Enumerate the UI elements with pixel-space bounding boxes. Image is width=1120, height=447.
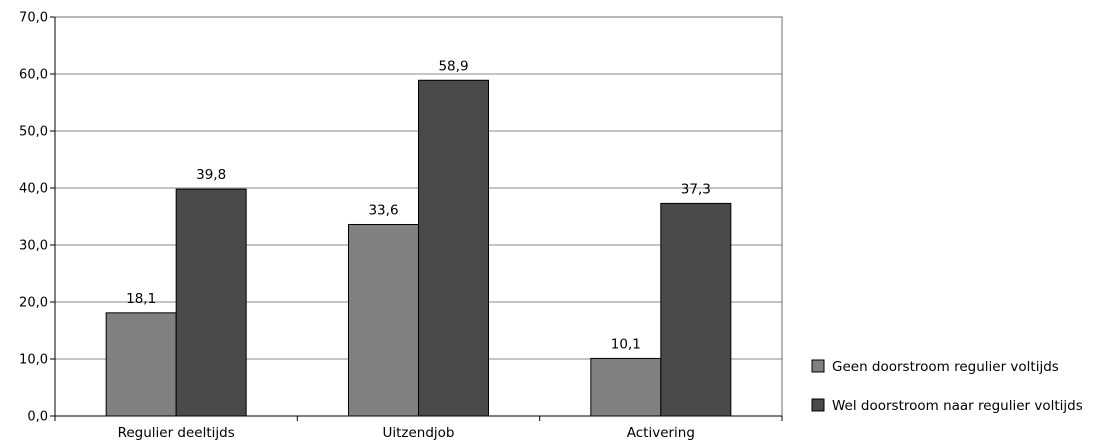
legend-label: Wel doorstroom naar regulier voltijds <box>832 398 1083 414</box>
legend-label: Geen doorstroom regulier voltijds <box>832 359 1059 375</box>
legend: Geen doorstroom regulier voltijds Wel doo… <box>811 359 1083 414</box>
bar <box>418 79 489 417</box>
data-label: 33,6 <box>368 202 398 218</box>
bars <box>105 79 732 417</box>
data-label: 18,1 <box>126 291 156 307</box>
y-tick-label: 10,0 <box>19 353 48 368</box>
y-tick-label: 0,0 <box>27 410 48 425</box>
bar <box>105 312 177 417</box>
data-labels: 18,1 39,8 33,6 58,9 10,1 37,3 <box>126 58 711 352</box>
y-tick-labels: 0,0 10,0 20,0 30,0 40,0 50,0 60,0 70,0 <box>19 11 48 425</box>
bar <box>660 202 732 417</box>
y-tick-label: 50,0 <box>19 125 48 140</box>
bar <box>590 357 662 417</box>
x-category-label: Activering <box>627 425 695 441</box>
x-category-label: Regulier deeltijds <box>118 425 235 441</box>
y-tick-label: 70,0 <box>19 11 48 26</box>
bar <box>348 223 419 417</box>
data-label: 58,9 <box>438 58 468 74</box>
data-label: 37,3 <box>681 181 711 197</box>
data-label: 10,1 <box>611 336 641 352</box>
x-category-labels: Regulier deeltijds Uitzendjob Activering <box>118 425 695 441</box>
x-category-label: Uitzendjob <box>382 425 454 441</box>
y-tick-label: 60,0 <box>19 68 48 83</box>
y-tick-label: 30,0 <box>19 239 48 254</box>
legend-swatch <box>811 398 825 412</box>
y-tick-label: 20,0 <box>19 296 48 311</box>
legend-swatch <box>811 359 825 373</box>
data-label: 39,8 <box>196 167 226 183</box>
bar <box>175 188 247 417</box>
y-tick-label: 40,0 <box>19 182 48 197</box>
axes <box>50 16 783 421</box>
